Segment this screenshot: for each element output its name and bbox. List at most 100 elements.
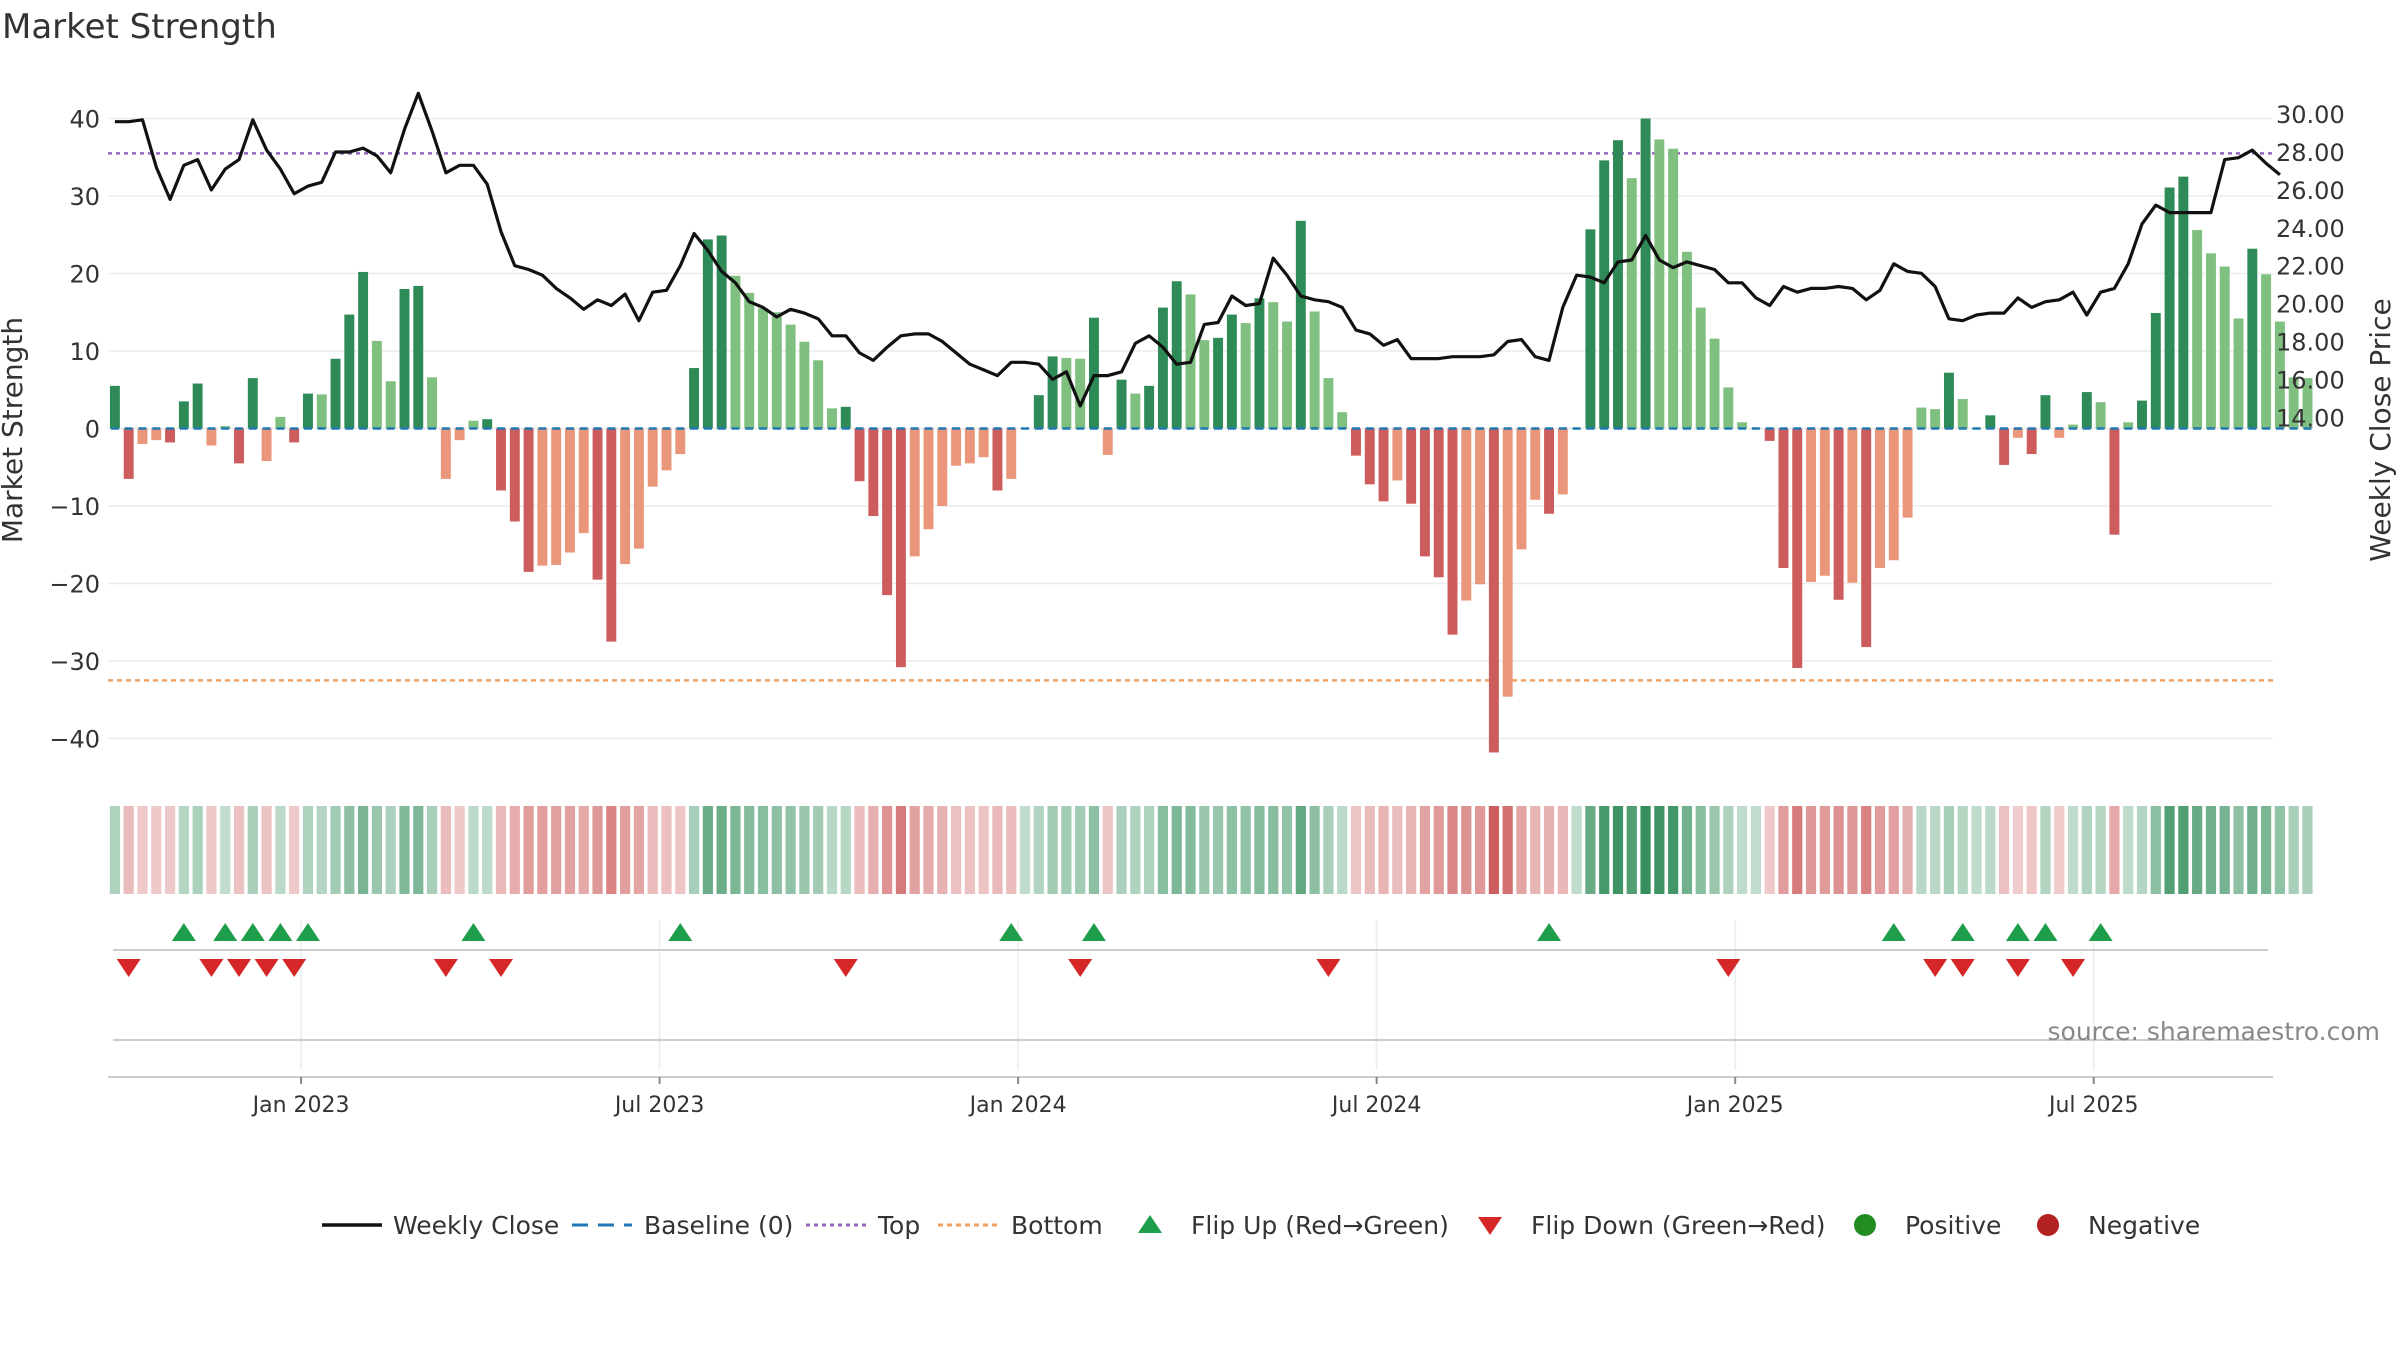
heat-cell-64 [992, 806, 1003, 894]
flip-down-marker-9 [1316, 959, 1341, 977]
heat-cell-116 [1709, 806, 1720, 894]
heat-cell-40 [661, 806, 672, 894]
strength-bar-112 [1654, 139, 1665, 429]
heat-cell-119 [1750, 806, 1761, 894]
weekly-close-line [114, 91, 2281, 408]
strength-bar-57 [895, 428, 906, 668]
strength-bar-100 [1488, 428, 1499, 753]
heat-cell-24 [440, 806, 451, 894]
flip-up-marker-10 [1881, 923, 1906, 941]
heat-cell-146 [2123, 806, 2134, 894]
heat-cell-141 [2054, 806, 2065, 894]
heat-cell-60 [937, 806, 948, 894]
strength-bar-36 [606, 428, 617, 642]
heat-cell-59 [923, 806, 934, 894]
heat-cell-4 [164, 806, 176, 894]
strength-bar-130 [1902, 428, 1913, 518]
heat-cell-33 [564, 806, 576, 894]
strength-bar-104 [1544, 428, 1554, 514]
strength-bar-152 [2205, 253, 2216, 429]
heat-cell-31 [537, 806, 548, 894]
heat-cell-75 [1144, 806, 1155, 894]
heat-cell-80 [1212, 806, 1224, 894]
strength-bar-107 [1585, 229, 1596, 429]
heat-cell-103 [1530, 806, 1541, 894]
strength-bar-12 [275, 416, 286, 429]
flip-down-marker-1 [199, 959, 224, 977]
heat-cell-155 [2247, 806, 2258, 894]
strength-bar-149 [2164, 187, 2175, 429]
heat-cell-127 [1861, 806, 1872, 894]
strength-bar-146 [2123, 422, 2134, 429]
strength-bar-145 [2109, 428, 2120, 535]
heat-cell-76 [1157, 806, 1169, 894]
strength-bar-49 [785, 324, 796, 429]
heat-cell-63 [978, 806, 989, 894]
heat-cell-7 [206, 806, 217, 894]
heat-cell-17 [344, 806, 355, 894]
heat-cell-99 [1474, 806, 1486, 894]
heat-cell-129 [1888, 806, 1899, 894]
flip-up-marker-9 [1537, 923, 1562, 941]
strength-bar-39 [647, 428, 658, 487]
heat-cell-124 [1819, 806, 1830, 894]
x-tick-label-3: Jul 2024 [1330, 1093, 1422, 1118]
heat-cell-71 [1088, 806, 1100, 894]
heat-cell-11 [261, 806, 272, 894]
heat-cell-53 [840, 806, 851, 894]
flip-up-marker-8 [1081, 923, 1106, 941]
flip-up-marker-12 [2005, 923, 2030, 941]
strength-bar-10 [247, 378, 258, 429]
strength-bar-58 [909, 428, 920, 557]
heat-cell-106 [1571, 806, 1582, 894]
strength-bar-155 [2247, 248, 2258, 429]
strength-bar-34 [578, 428, 589, 534]
flip-up-marker-14 [2088, 923, 2113, 941]
strength-bar-81 [1226, 314, 1237, 429]
heat-cell-77 [1171, 806, 1182, 894]
strength-bar-134 [1957, 399, 1968, 429]
heat-cell-9 [233, 806, 245, 894]
heat-cell-86 [1295, 806, 1306, 894]
strength-bar-73 [1116, 379, 1127, 429]
heat-cell-133 [1943, 806, 1955, 894]
strength-bar-113 [1668, 148, 1679, 429]
heat-cell-100 [1488, 806, 1499, 894]
strength-bar-143 [2081, 392, 2092, 429]
strength-bar-159 [2302, 378, 2313, 429]
flip-up-marker-0 [171, 923, 196, 941]
strength-bar-150 [2178, 176, 2189, 429]
strength-bar-158 [2288, 377, 2299, 429]
strength-bar-82 [1240, 323, 1251, 429]
flip-down-marker-0 [116, 959, 141, 977]
strength-bar-28 [496, 428, 506, 491]
strength-bar-3 [151, 428, 162, 441]
strength-bar-40 [661, 428, 672, 471]
strength-bar-33 [564, 428, 575, 553]
heat-cell-78 [1185, 806, 1196, 894]
heat-cell-1 [123, 806, 134, 894]
strength-bar-19 [371, 340, 382, 429]
strength-bar-2 [137, 428, 148, 444]
heat-cell-16 [330, 806, 341, 894]
heat-cell-21 [399, 806, 410, 894]
right-tick-2: 26.00 [2276, 177, 2345, 205]
heat-cell-83 [1254, 806, 1265, 894]
heat-cell-115 [1695, 806, 1706, 894]
heat-cell-30 [523, 806, 534, 894]
flip-up-marker-13 [2033, 923, 2058, 941]
heat-cell-18 [358, 806, 369, 894]
legend-label-4: Flip Up (Red→Green) [1191, 1211, 1449, 1240]
strength-bar-23 [427, 377, 438, 429]
strength-bar-122 [1792, 428, 1803, 668]
heat-cell-81 [1226, 806, 1237, 894]
strength-bar-120 [1764, 428, 1775, 441]
strength-bar-157 [2274, 321, 2285, 429]
left-tick-6: −20 [49, 571, 100, 599]
heat-cell-98 [1461, 806, 1472, 894]
heat-cell-29 [509, 806, 520, 894]
heat-cell-112 [1654, 806, 1665, 894]
strength-bar-11 [261, 428, 272, 462]
right-tick-5: 20.00 [2276, 291, 2345, 319]
legend-label-6: Positive [1905, 1211, 2001, 1240]
